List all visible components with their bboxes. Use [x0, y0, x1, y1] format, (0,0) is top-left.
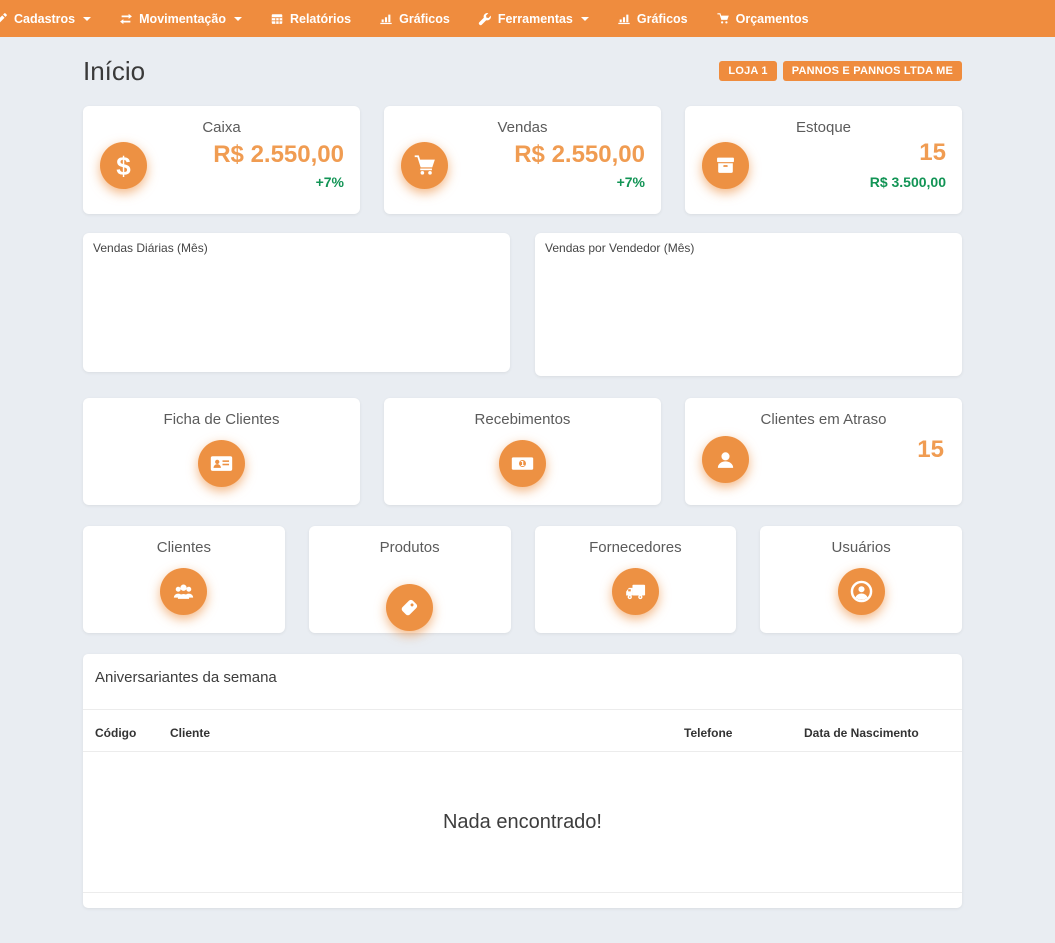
- card-title: Produtos: [379, 539, 440, 556]
- dollar-icon: $: [100, 142, 147, 189]
- user-icon: [702, 436, 749, 483]
- shortcut-card-fornecedores[interactable]: Fornecedores: [534, 526, 737, 633]
- table-header-row: Código Cliente Telefone Data de Nascimen…: [83, 710, 962, 752]
- overdue-count: 15: [917, 436, 944, 463]
- users-icon: [160, 568, 208, 615]
- cart-icon: [401, 142, 448, 189]
- card-title: Clientes: [156, 539, 211, 556]
- shortcut-card-produtos[interactable]: Produtos: [308, 526, 511, 633]
- company-badge[interactable]: PANNOS E PANNOS LTDA ME: [782, 61, 962, 81]
- nav-item-label: Ferramentas: [497, 11, 573, 26]
- stat-trend: +7%: [616, 174, 645, 190]
- nav-item-label: Orçamentos: [735, 11, 809, 26]
- card-title: Fornecedores: [589, 539, 682, 556]
- chevron-down-icon: [580, 16, 589, 21]
- nav-item-graficos-1[interactable]: Gráficos: [365, 0, 464, 37]
- card-title: Clientes em Atraso: [760, 411, 887, 428]
- column-header-cliente: Cliente: [158, 710, 672, 752]
- chart-title: Vendas Diárias (Mês): [93, 241, 208, 255]
- action-card-ficha-de-clientes[interactable]: Ficha de Clientes: [83, 398, 360, 505]
- nav-item-orcamentos[interactable]: Orçamentos: [702, 0, 823, 37]
- shortcut-card-usuarios[interactable]: Usuários: [760, 526, 962, 633]
- stat-value: R$ 2.550,00: [514, 141, 645, 168]
- nav-item-graficos-2[interactable]: Gráficos: [603, 0, 702, 37]
- stat-card-vendas[interactable]: Vendas R$ 2.550,00 +7%: [384, 106, 661, 214]
- money-bill-icon: 1: [499, 440, 546, 487]
- column-header-codigo: Código: [83, 710, 158, 752]
- nav-item-label: Cadastros: [14, 11, 76, 26]
- box-icon: [702, 142, 749, 189]
- page-title: Início: [83, 55, 146, 86]
- nav-item-ferramentas[interactable]: Ferramentas: [464, 0, 603, 37]
- pencil-icon: [0, 12, 8, 26]
- wrench-icon: [478, 12, 492, 26]
- empty-state: Nada encontrado!: [83, 752, 962, 892]
- action-card-recebimentos[interactable]: Recebimentos 1: [384, 398, 661, 505]
- panel-title: Aniversariantes da semana: [83, 654, 962, 710]
- top-navbar: Cadastros Movimentação Relatórios Gráfic…: [0, 0, 1055, 37]
- card-title: Recebimentos: [474, 411, 571, 428]
- stat-trend: +7%: [315, 174, 344, 190]
- chart-title: Vendas por Vendedor (Mês): [545, 241, 695, 255]
- nav-item-movimentacao[interactable]: Movimentação: [105, 0, 256, 37]
- id-card-icon: [198, 440, 245, 487]
- nav-item-label: Movimentação: [139, 11, 226, 26]
- stat-secondary-value: R$ 3.500,00: [869, 174, 946, 190]
- empty-message: Nada encontrado!: [442, 810, 602, 833]
- table-icon: [270, 12, 284, 26]
- chevron-down-icon: [83, 16, 92, 21]
- birthdays-table: Código Cliente Telefone Data de Nascimen…: [83, 710, 962, 752]
- nav-item-label: Relatórios: [289, 11, 352, 26]
- stat-card-estoque[interactable]: Estoque 15 R$ 3.500,00: [685, 106, 962, 214]
- panel-footer: [83, 892, 962, 908]
- nav-item-relatorios[interactable]: Relatórios: [256, 0, 365, 37]
- truck-icon: [611, 568, 659, 615]
- nav-item-label: Gráficos: [399, 11, 450, 26]
- stat-card-caixa[interactable]: Caixa $ R$ 2.550,00 +7%: [83, 106, 360, 214]
- card-title: Estoque: [795, 119, 852, 136]
- store-badge[interactable]: LOJA 1: [719, 61, 777, 81]
- stat-value: R$ 2.550,00: [213, 141, 344, 168]
- cart-icon: [716, 12, 730, 26]
- birthdays-panel: Aniversariantes da semana Código Cliente…: [83, 654, 962, 908]
- nav-item-label: Gráficos: [636, 11, 688, 26]
- tag-icon: [385, 584, 433, 631]
- chart-panel-sales-by-seller: Vendas por Vendedor (Mês): [535, 233, 962, 376]
- chevron-down-icon: [233, 16, 242, 21]
- store-badges: LOJA 1 PANNOS E PANNOS LTDA ME: [719, 61, 962, 81]
- exchange-icon: [119, 12, 133, 26]
- stat-value: 15: [919, 139, 946, 166]
- shortcut-card-clientes[interactable]: Clientes: [83, 526, 285, 633]
- svg-text:1: 1: [520, 460, 525, 468]
- card-title: Caixa: [202, 119, 241, 136]
- column-header-telefone: Telefone: [672, 710, 792, 752]
- card-title: Usuários: [831, 539, 891, 556]
- card-title: Ficha de Clientes: [163, 411, 280, 428]
- bar-chart-icon: [379, 12, 393, 26]
- chart-panel-daily-sales: Vendas Diárias (Mês): [83, 233, 510, 372]
- bar-chart-icon: [617, 12, 631, 26]
- column-header-data-de-nascimento: Data de Nascimento: [792, 710, 962, 752]
- nav-item-cadastros[interactable]: Cadastros: [0, 0, 105, 37]
- action-card-clientes-em-atraso[interactable]: Clientes em Atraso 15: [685, 398, 962, 505]
- user-circle-icon: [837, 568, 885, 615]
- card-title: Vendas: [497, 119, 548, 136]
